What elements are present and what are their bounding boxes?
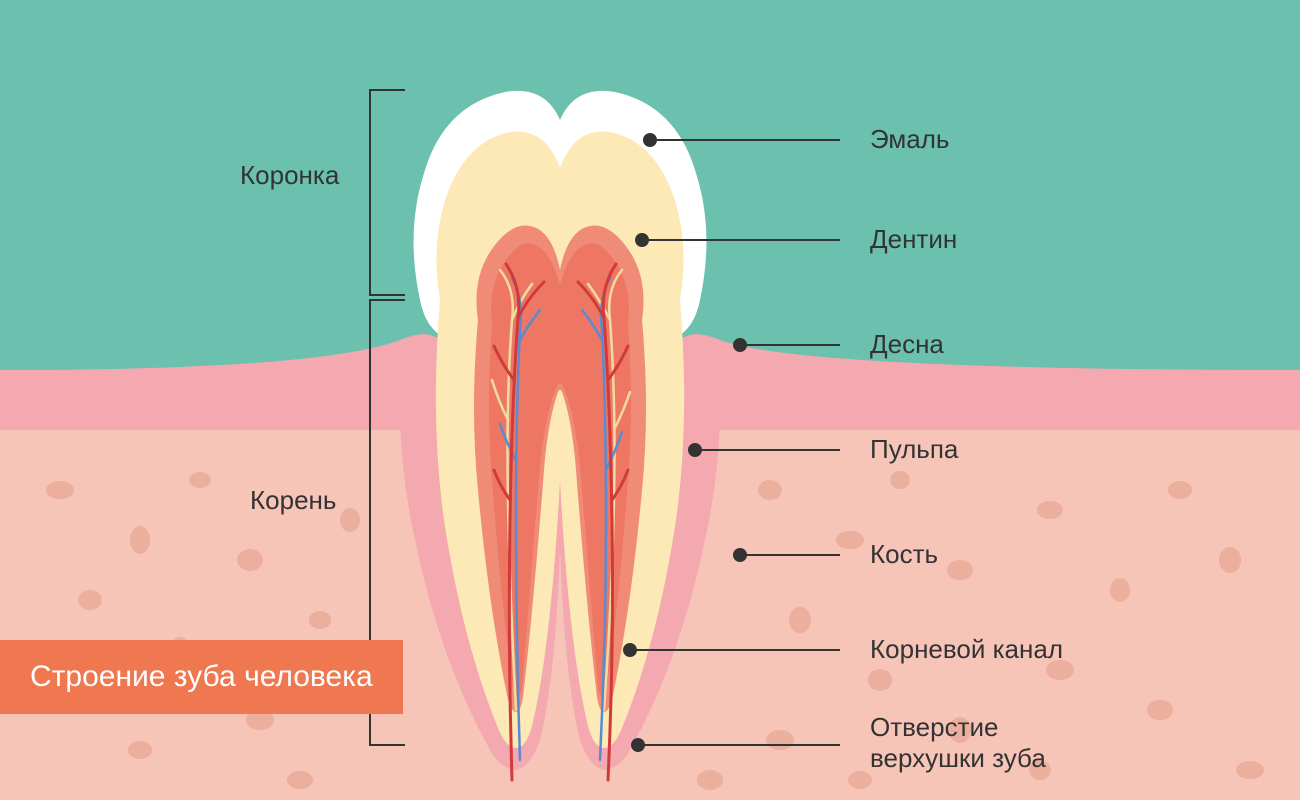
label-canal: Корневой канал (870, 634, 1063, 665)
label-apex: Отверстие верхушки зуба (870, 712, 1046, 774)
title-banner: Строение зуба человека (0, 640, 403, 714)
section-label-root: Корень (250, 485, 336, 516)
diagram-canvas: Коронка Корень Эмаль Дентин Десна Пульпа… (0, 0, 1300, 800)
label-apex-line2: верхушки зуба (870, 743, 1046, 773)
label-enamel: Эмаль (870, 124, 949, 155)
label-apex-line1: Отверстие (870, 712, 998, 742)
label-gum: Десна (870, 329, 944, 360)
section-label-crown: Коронка (240, 160, 339, 191)
label-dentin: Дентин (870, 224, 957, 255)
label-bone: Кость (870, 539, 938, 570)
label-pulp: Пульпа (870, 434, 958, 465)
